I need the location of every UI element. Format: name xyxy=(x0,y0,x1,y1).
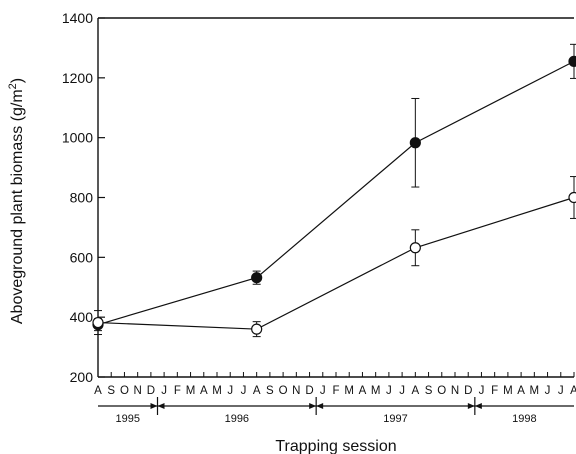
month-tick-label: D xyxy=(464,385,472,397)
month-tick-label: S xyxy=(107,385,115,397)
data-point-filled xyxy=(251,272,263,284)
month-tick-label: J xyxy=(161,385,167,397)
month-tick-label: J xyxy=(479,385,485,397)
month-tick-label: O xyxy=(120,385,129,397)
y-tick-label: 1200 xyxy=(62,70,93,86)
year-arrow-right xyxy=(150,403,158,409)
series-line-filled xyxy=(97,60,575,326)
month-tick-label: A xyxy=(253,385,261,397)
year-arrow-left xyxy=(474,403,482,409)
month-tick-label: O xyxy=(279,385,288,397)
y-tick-label: 600 xyxy=(70,249,94,265)
y-axis-title-close: ) xyxy=(9,78,26,83)
year-arrow-right xyxy=(309,403,317,409)
month-tick-label: M xyxy=(212,385,222,397)
y-tick-label: 1000 xyxy=(62,130,93,146)
month-tick-label: M xyxy=(371,385,381,397)
month-tick-label: O xyxy=(437,385,446,397)
y-axis-title-superscript: 2 xyxy=(7,83,19,89)
year-label: 1998 xyxy=(512,413,536,425)
y-axis-title: Aboveground plant biomass (g/m2) xyxy=(7,78,26,324)
month-tick-label: J xyxy=(386,385,392,397)
month-tick-label: M xyxy=(530,385,540,397)
month-tick-label: D xyxy=(147,385,155,397)
x-axis-title: Trapping session xyxy=(275,438,396,454)
data-point-open xyxy=(568,191,576,204)
month-tick-label: M xyxy=(344,385,354,397)
month-tick-label: F xyxy=(332,385,339,397)
month-tick-label: J xyxy=(227,385,233,397)
month-tick-label: N xyxy=(134,385,142,397)
month-tick-label: N xyxy=(292,385,300,397)
year-arrow-left xyxy=(157,403,165,409)
data-point-open xyxy=(251,323,263,335)
month-tick-label: S xyxy=(266,385,274,397)
y-tick-label: 200 xyxy=(70,369,94,385)
month-tick-label: J xyxy=(558,385,564,397)
month-tick-label: J xyxy=(320,385,326,397)
month-tick-label: A xyxy=(200,385,208,397)
month-tick-label: J xyxy=(399,385,405,397)
axes xyxy=(97,17,575,415)
month-tick-label: M xyxy=(186,385,196,397)
y-axis-title-main: Aboveground plant biomass (g/m xyxy=(9,89,26,324)
y-tick-label: 800 xyxy=(70,190,94,206)
month-tick-label: F xyxy=(491,385,498,397)
data-point-open xyxy=(409,242,421,254)
month-tick-label: S xyxy=(425,385,433,397)
year-label: 1995 xyxy=(116,413,140,425)
month-tick-label: A xyxy=(517,385,525,397)
data-point-filled xyxy=(409,137,421,149)
month-tick-label: A xyxy=(411,385,419,397)
month-tick-label: D xyxy=(305,385,313,397)
month-tick-label: J xyxy=(241,385,247,397)
year-label: 1996 xyxy=(225,413,249,425)
month-tick-label: A xyxy=(359,385,367,397)
month-tick-label: F xyxy=(174,385,181,397)
series-line-open xyxy=(97,196,575,330)
month-tick-label: M xyxy=(503,385,513,397)
y-tick-label: 400 xyxy=(70,309,94,325)
data-point-open xyxy=(92,316,104,329)
month-tick-label: J xyxy=(545,385,551,397)
y-tick-label: 1400 xyxy=(62,10,93,26)
year-arrow-right xyxy=(467,403,475,409)
year-arrow-left xyxy=(316,403,324,409)
month-tick-label: A xyxy=(570,385,576,397)
month-tick-label: A xyxy=(94,385,102,397)
year-label: 1997 xyxy=(383,413,407,425)
data-point-filled xyxy=(568,55,576,67)
labels: Trapping session Aboveground plant bioma… xyxy=(7,10,576,454)
data-marks xyxy=(92,43,576,338)
month-tick-label: N xyxy=(451,385,459,397)
